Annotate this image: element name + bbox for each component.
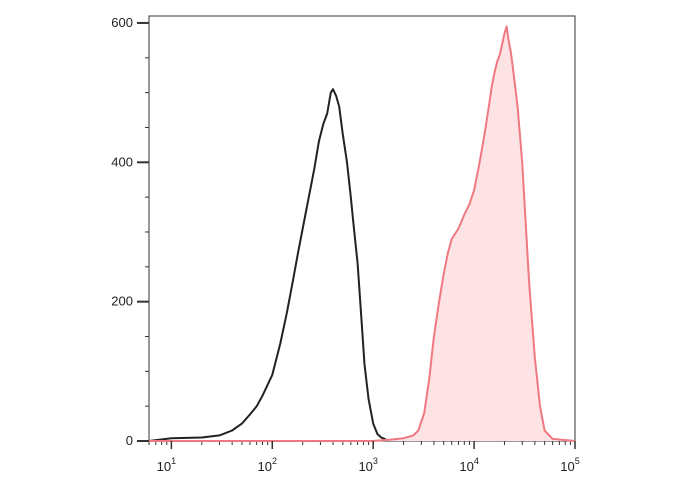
y-axis: 0 200 400 600: [111, 15, 149, 448]
x-tick-label-0: 101: [157, 456, 176, 474]
x-tick-label-3: 104: [459, 456, 478, 474]
y-minor-ticks: [145, 57, 149, 407]
y-tick-label-2: 400: [111, 154, 133, 169]
y-tick-label-0: 0: [126, 433, 133, 448]
series-layer: [148, 25, 576, 442]
y-tick-label-1: 200: [111, 294, 133, 309]
x-tick-label-1: 102: [258, 456, 277, 474]
series-0-line: [148, 88, 389, 442]
y-tick-label-3: 600: [111, 15, 133, 30]
x-axis: 101 102 103 104 105: [157, 441, 580, 474]
x-tick-label-2: 103: [358, 456, 377, 474]
x-tick-label-4: 105: [560, 456, 579, 474]
series-1-line: [149, 25, 576, 442]
series-1-area: [149, 26, 575, 441]
